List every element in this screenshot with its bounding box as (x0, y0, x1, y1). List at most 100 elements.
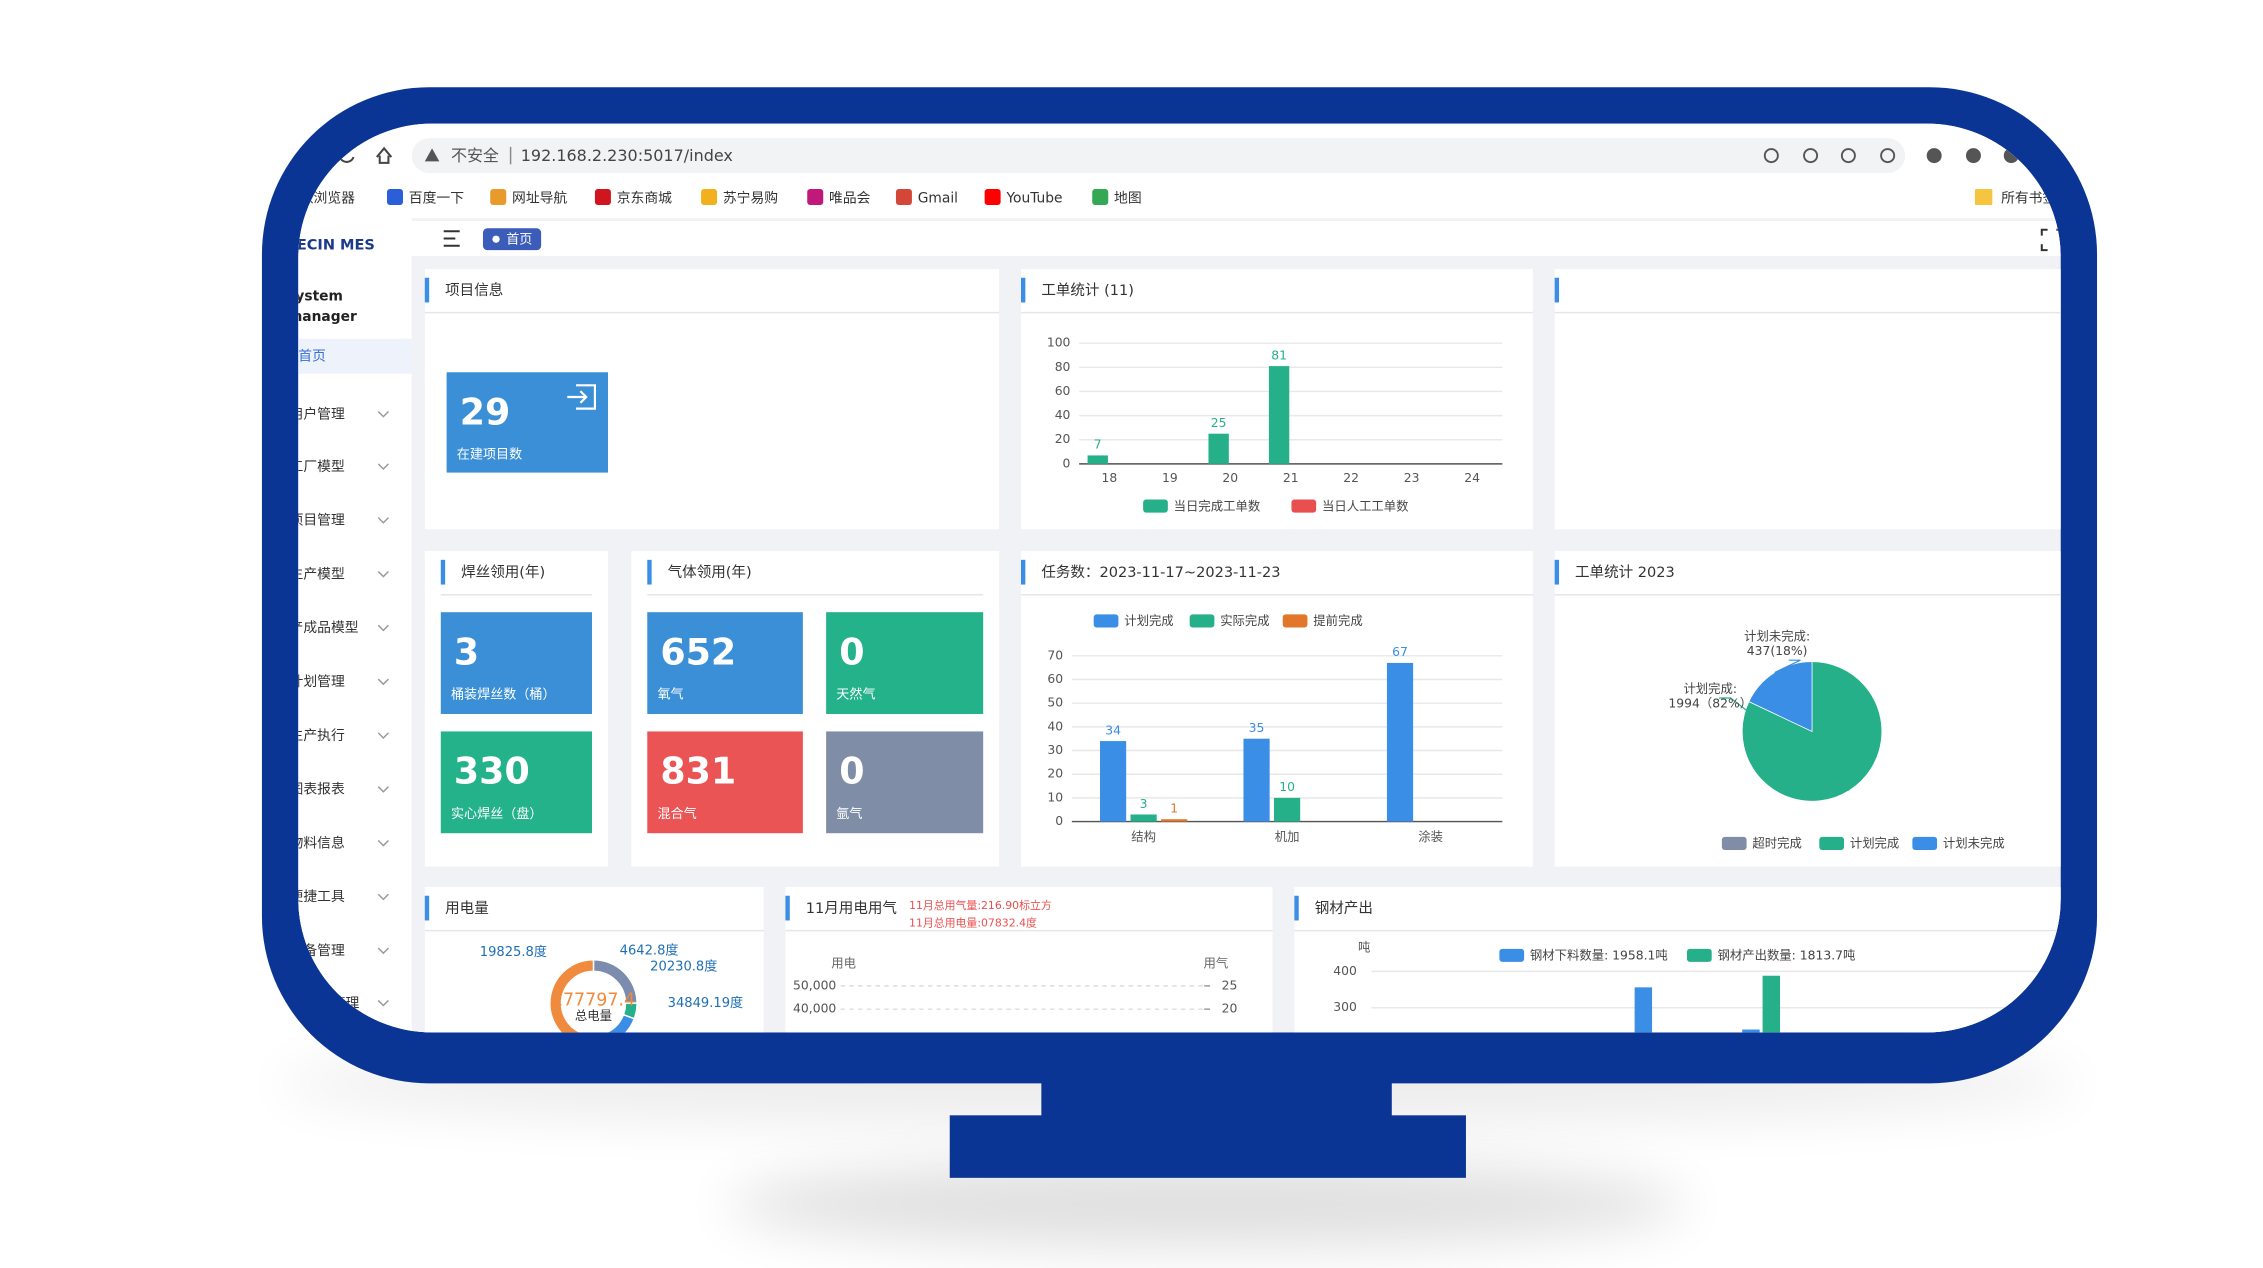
x-tick-label: 机加 (1275, 830, 1300, 844)
bookmark[interactable]: 地图 (1114, 190, 1142, 206)
legend-label: 当日完成工单数 (1174, 498, 1261, 513)
bar (1742, 1029, 1760, 1033)
data-label: 3 (1140, 797, 1148, 811)
bookmark[interactable]: 京东商城 (617, 190, 672, 206)
stat-value: 330 (454, 750, 530, 793)
y-tick-label: 40,000 (793, 1002, 836, 1016)
warning-icon (424, 148, 440, 162)
toolbar-icon[interactable] (1926, 148, 1942, 164)
tab[interactable] (482, 228, 542, 251)
chevron (377, 732, 389, 739)
x-tick-label: 19 (1162, 471, 1178, 485)
stat-label: 氧气 (657, 687, 683, 703)
legend-swatch (1819, 836, 1845, 850)
card-accent (1294, 895, 1299, 921)
y-tick-label: 50,000 (793, 978, 836, 992)
menu-item[interactable]: 物料信息 (290, 834, 345, 851)
card-accent (440, 559, 446, 585)
y2-tick-label: 20 (1222, 1002, 1238, 1016)
toolbar-icon[interactable] (1880, 148, 1896, 164)
bar (1087, 455, 1108, 464)
y-tick-label: 60 (1055, 384, 1071, 398)
stat-tile (647, 612, 803, 714)
stat-label: 氩气 (836, 806, 862, 822)
bookmark[interactable]: 唯品会 (829, 190, 871, 206)
legend-swatch (1912, 836, 1938, 850)
legend-swatch (1143, 499, 1168, 513)
bookmark-icon (386, 189, 403, 206)
y-tick-label: 50 (1047, 696, 1063, 710)
data-label-title: 计划未完成: (1744, 628, 1810, 643)
legend-swatch (1291, 499, 1317, 513)
menu-item[interactable]: 生产执行 (290, 728, 345, 744)
bar (1634, 987, 1653, 1033)
card-title: 工单统计 (11) (1041, 282, 1134, 299)
data-label-title: 计划完成: (1683, 681, 1737, 696)
bookmark[interactable]: Gmail (918, 190, 958, 206)
toolbar-icon[interactable] (1840, 148, 1856, 164)
bookmark[interactable]: 所有书签 (2001, 189, 2056, 206)
stat-label: 在建项目数 (457, 447, 522, 463)
stat-value: 652 (660, 630, 736, 673)
menu-item[interactable]: 计划管理 (290, 674, 345, 690)
y-tick-label: 20 (1047, 767, 1063, 781)
menu-item[interactable]: 图表报表 (290, 782, 345, 798)
menu-item[interactable]: 生产模型 (290, 566, 345, 582)
stat-value: 29 (460, 390, 511, 433)
data-label: 25 (1211, 416, 1227, 430)
tab-label[interactable]: 首页 (506, 231, 532, 247)
security-label: 不安全 (451, 146, 499, 165)
card-title: 项目信息 (445, 282, 503, 299)
data-label: 35 (1249, 721, 1265, 735)
menu-item[interactable]: 项目管理 (290, 513, 345, 529)
toolbar-icon[interactable] (1965, 148, 1981, 164)
menu-item[interactable]: 用户管理 (290, 405, 345, 422)
annotation: 11月总用电量:07832.4度 (909, 915, 1037, 929)
y-tick-label: 80 (1055, 360, 1071, 374)
menu-item[interactable]: 工厂模型 (290, 459, 345, 475)
card-accent (1020, 559, 1026, 585)
center-value: 177797.4 (552, 990, 635, 1010)
card-accent (785, 895, 790, 921)
bookmark[interactable]: 百度一下 (409, 190, 464, 206)
legend-swatch (1282, 614, 1308, 628)
legend-label: 超时完成 (1752, 836, 1801, 851)
y2-axis-label: 用气 (1203, 956, 1228, 971)
toolbar-icon[interactable] (1803, 148, 1819, 164)
data-label: 81 (1271, 348, 1287, 362)
stat-value: 0 (839, 630, 864, 673)
bookmark[interactable]: 网址导航 (512, 190, 567, 206)
data-label: 20230.8度 (650, 958, 717, 974)
y-tick-label: 60 (1047, 672, 1063, 686)
y-tick-label: 20 (1055, 432, 1071, 446)
menu-active (298, 338, 412, 374)
card-accent (1554, 559, 1560, 585)
chevron (377, 999, 389, 1007)
y-tick-label: 10 (1047, 790, 1063, 804)
bar (1762, 975, 1781, 1033)
toolbar-icon[interactable] (1763, 148, 1779, 164)
legend-swatch (1686, 948, 1712, 962)
x-tick-label: 20 (1222, 471, 1238, 485)
x-tick-label: 24 (1464, 471, 1480, 485)
data-label: 1994（82%） (1668, 696, 1752, 710)
menu-item[interactable]: 首页 (298, 348, 326, 364)
url[interactable]: 192.168.2.230:5017/index (521, 146, 733, 165)
menu-item[interactable]: 产成品模型 (290, 620, 359, 636)
home-icon[interactable] (376, 146, 393, 164)
bookmark[interactable]: 苏宁易购 (723, 189, 778, 206)
card-accent (1554, 277, 1560, 303)
chevron (377, 570, 389, 578)
legend-label: 钢材下料数量: 1958.1吨 (1530, 948, 1668, 963)
menu-item[interactable]: 便捷工具 (290, 889, 345, 905)
y-tick-label: 40 (1055, 408, 1071, 422)
legend-label: 钢材产出数量: 1813.7吨 (1718, 948, 1856, 963)
bookmark[interactable]: YouTube (1005, 190, 1062, 206)
hamburger[interactable] (443, 230, 460, 247)
card-title: 用电量 (445, 900, 489, 917)
tab-dot (492, 235, 500, 243)
bookmark-icon (594, 189, 611, 206)
bookmark-icon (895, 189, 912, 206)
address-bar[interactable] (411, 138, 1906, 174)
data-label: 7 (1094, 438, 1102, 452)
